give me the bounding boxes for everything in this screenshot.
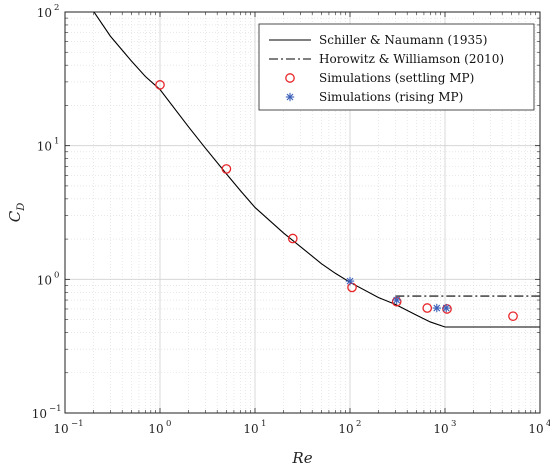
plot-area [93,12,540,328]
legend: Schiller & Naumann (1935) Horowitz & Will… [258,23,535,111]
x-tick-label: 10 [433,422,448,436]
y-axis-title-main: C [6,210,24,222]
x-axis-title: Re [291,449,312,467]
y-axis-title: CD [6,203,27,223]
y-tick-label: 10 [37,140,52,154]
series-line-0 [93,12,540,328]
x-tick-label: 10 [243,422,258,436]
data-point-circle [422,303,433,313]
data-point-circle [442,304,452,314]
y-tick-exponent: −1 [49,404,62,414]
legend-label: Simulations (settling MP) [319,71,474,85]
x-tick-exponent: 1 [261,419,266,429]
y-tick-exponent: 0 [54,270,59,280]
y-axis-title-sub: D [16,203,27,212]
axis-ticks [64,11,541,414]
legend-label: Schiller & Naumann (1935) [319,33,487,47]
plot-frame [64,11,541,414]
x-tick-label: 10 [148,422,163,436]
data-point-asterisk [432,303,442,313]
legend-box [258,23,535,111]
legend-swatch-marker [285,73,295,83]
legend-label: Horowitz & Williamson (2010) [319,52,504,66]
data-point-circle [287,233,298,244]
y-tick-exponent: 1 [54,137,59,147]
data-point-asterisk [392,295,401,305]
x-tick-exponent: 4 [546,419,550,429]
axis-tick-labels: 10 −1 10 0 10 1 10 2 10 3 10 410 −110 010 110 2 [32,3,550,436]
data-point-circle [155,80,165,90]
y-tick-exponent: 2 [54,3,59,13]
y-tick-label: 10 [37,273,52,287]
data-point-circle [221,164,232,174]
legend-items: Schiller & Naumann (1935) Horowitz & Will… [269,33,504,104]
x-tick-exponent: 0 [166,419,171,429]
x-tick-exponent: −1 [71,419,84,429]
legend-swatch-marker [285,92,295,102]
data-point-asterisk [442,303,451,313]
data-point-asterisk [345,276,355,286]
legend-label: Simulations (rising MP) [319,90,463,104]
x-tick-label: 10 [338,422,353,436]
y-tick-label: 10 [32,407,47,421]
x-tick-exponent: 3 [451,419,456,429]
y-tick-label: 10 [37,6,52,20]
x-tick-label: 10 [528,422,543,436]
data-point-circle [508,311,518,322]
x-tick-label: 10 [53,422,68,436]
x-tick-exponent: 2 [356,419,361,429]
